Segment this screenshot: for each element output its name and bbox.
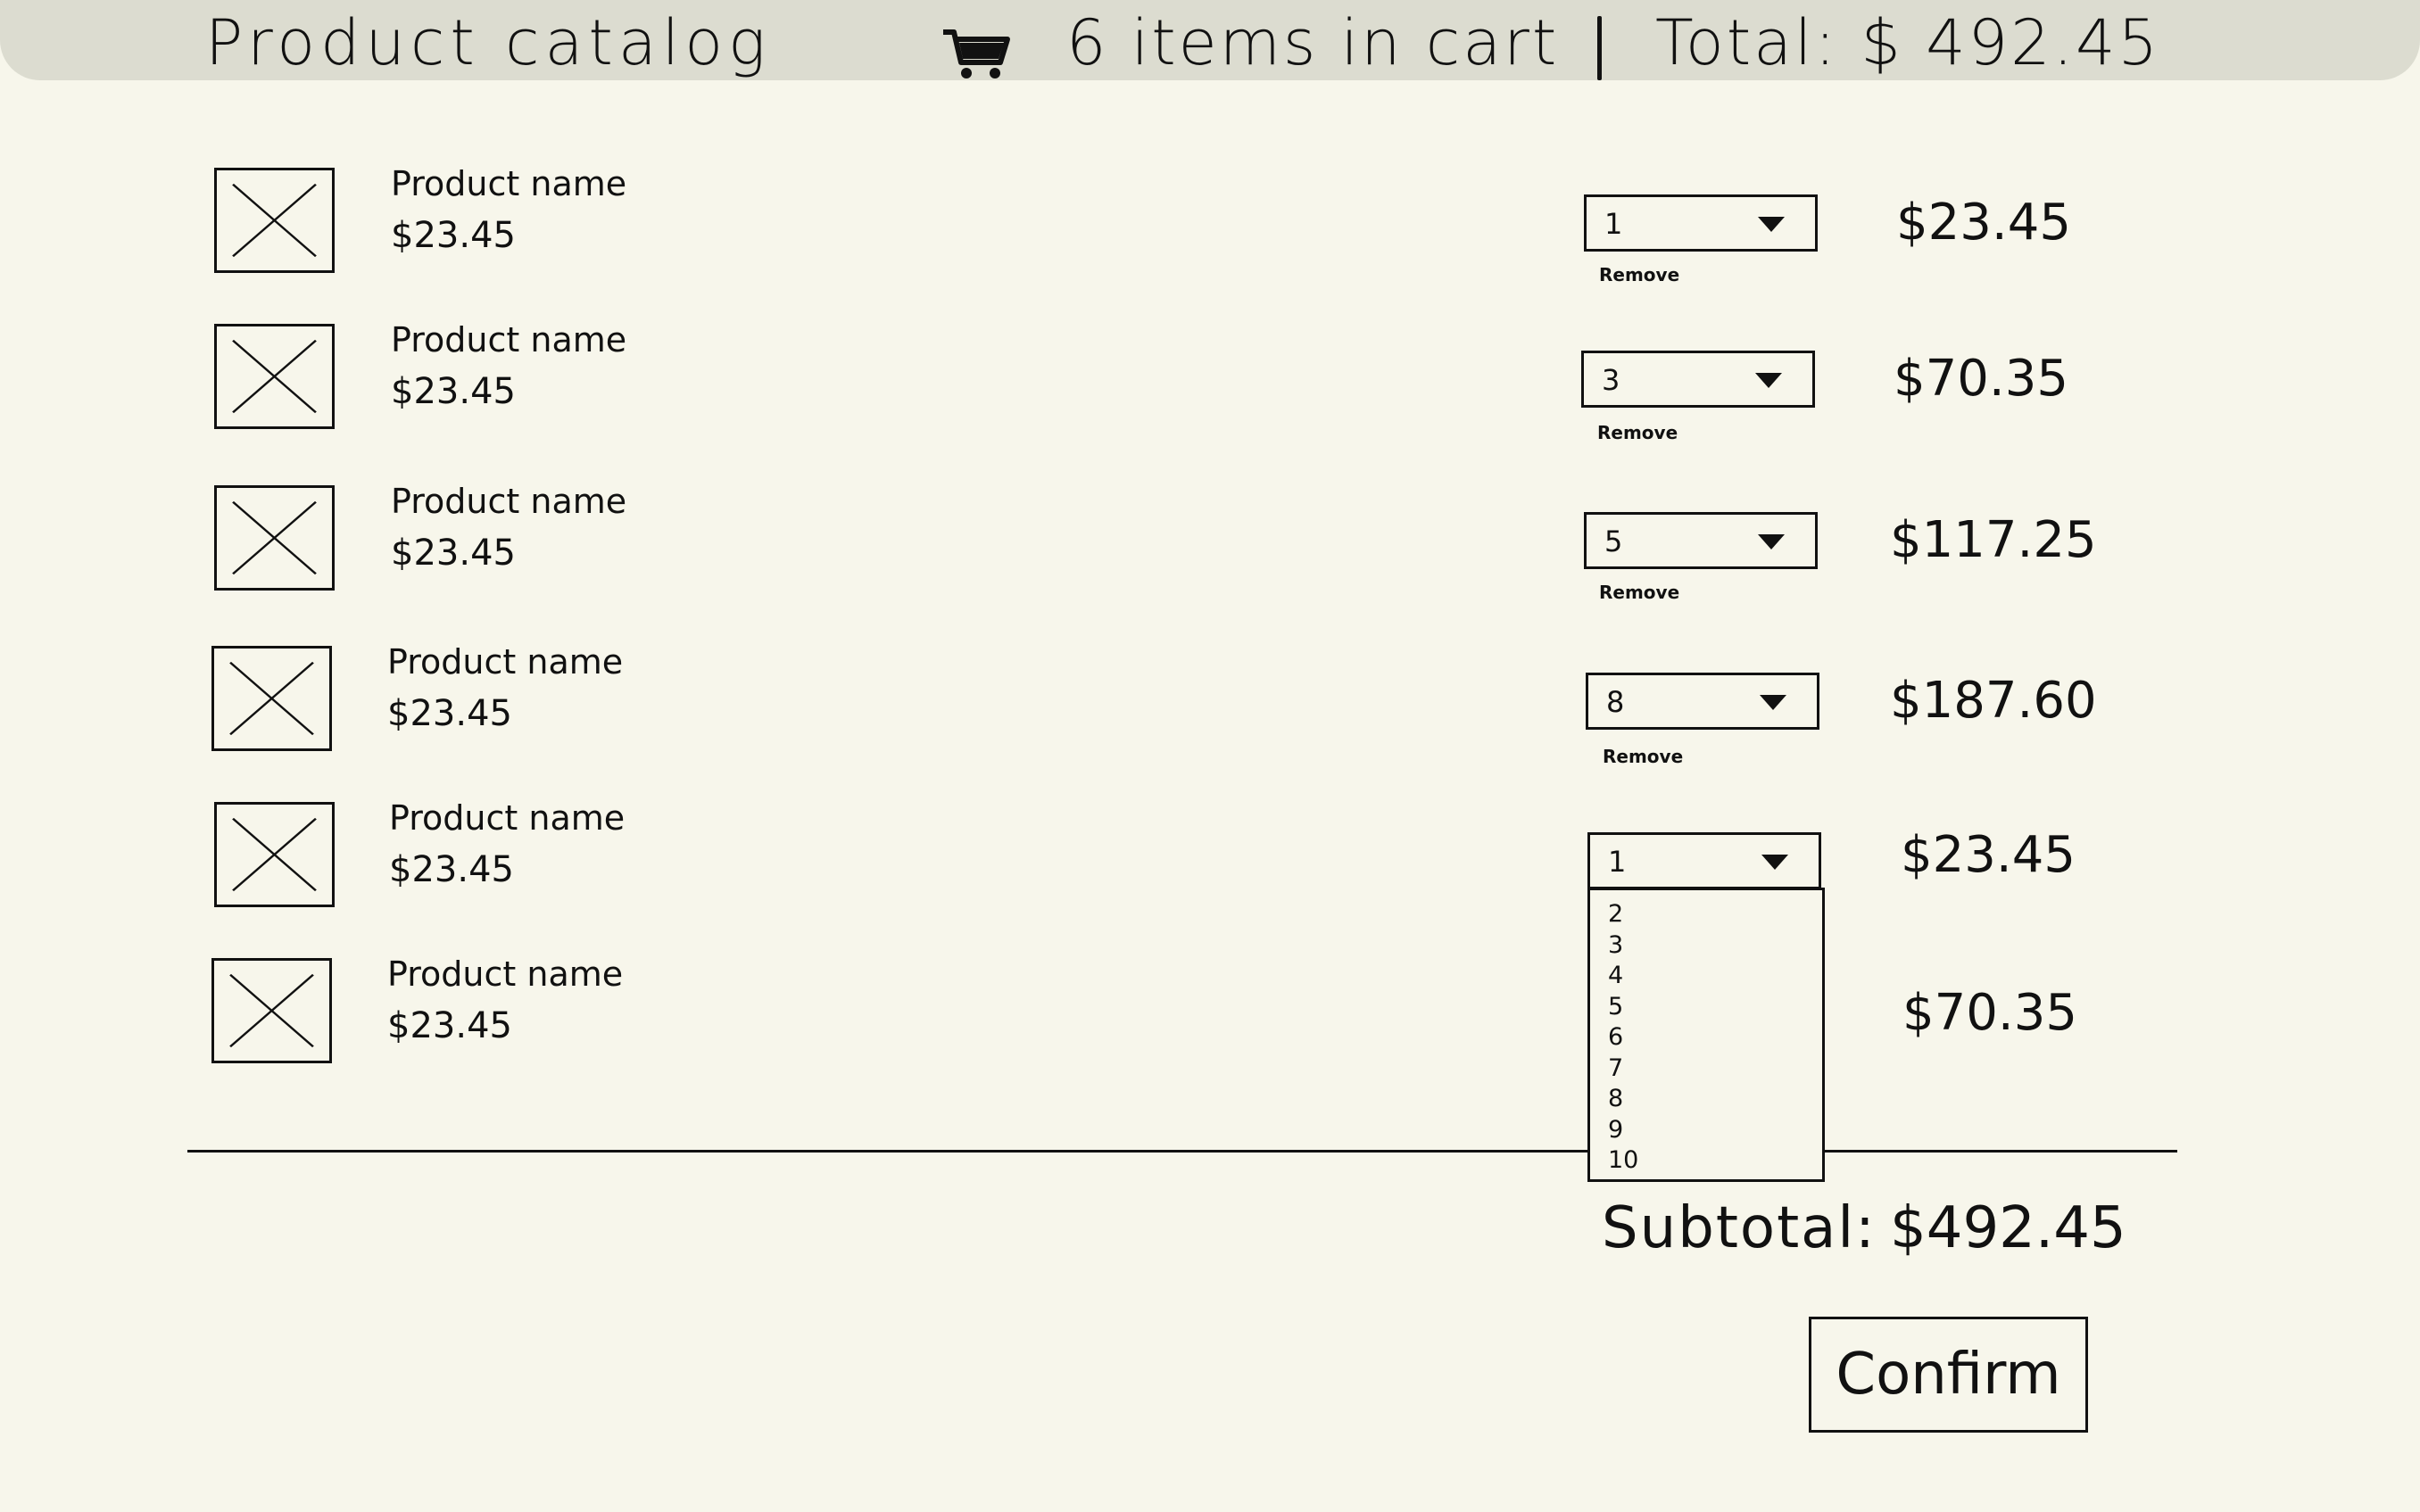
dropdown-option[interactable]: 8 bbox=[1608, 1085, 1624, 1112]
product-name[interactable]: Product name bbox=[391, 164, 627, 203]
line-total: $117.25 bbox=[1890, 511, 2097, 569]
quantity-value: 5 bbox=[1604, 525, 1623, 558]
cart-item-row: Product name $23.45 3 Remove $70.35 bbox=[0, 320, 2420, 467]
product-unit-price: $23.45 bbox=[391, 215, 516, 256]
dropdown-option[interactable]: 2 bbox=[1608, 900, 1624, 928]
product-name[interactable]: Product name bbox=[391, 320, 627, 359]
remove-item-link[interactable]: Remove bbox=[1603, 746, 1684, 767]
dropdown-option[interactable]: 10 bbox=[1608, 1146, 1639, 1174]
dropdown-option[interactable]: 5 bbox=[1608, 992, 1624, 1020]
quantity-select[interactable]: 5 bbox=[1584, 512, 1818, 569]
line-total: $23.45 bbox=[1896, 194, 2071, 252]
chevron-down-icon[interactable] bbox=[1760, 695, 1786, 710]
subtotal-label: Subtotal: bbox=[1602, 1195, 1877, 1261]
confirm-button[interactable]: Confirm bbox=[1809, 1317, 2088, 1433]
dropdown-option[interactable]: 6 bbox=[1608, 1023, 1624, 1051]
subtotal-value: $492.45 bbox=[1890, 1195, 2126, 1261]
product-unit-price: $23.45 bbox=[387, 1005, 512, 1046]
quantity-value: 3 bbox=[1602, 363, 1620, 397]
quantity-value: 1 bbox=[1604, 207, 1623, 241]
summary-divider bbox=[187, 1150, 2177, 1153]
cart-item-row: Product name $23.45 $70.35 bbox=[0, 954, 2420, 1101]
line-total: $23.45 bbox=[1901, 826, 2076, 884]
product-unit-price: $23.45 bbox=[389, 849, 514, 890]
image-placeholder-icon bbox=[214, 324, 335, 429]
cart-item-row: Product name $23.45 5 Remove $117.25 bbox=[0, 482, 2420, 628]
product-unit-price: $23.45 bbox=[391, 533, 516, 574]
remove-item-link[interactable]: Remove bbox=[1599, 264, 1680, 285]
dropdown-option[interactable]: 4 bbox=[1608, 962, 1624, 989]
image-placeholder-icon bbox=[214, 168, 335, 273]
cart-item-row: Product name $23.45 8 Remove $187.60 bbox=[0, 642, 2420, 789]
remove-item-link[interactable]: Remove bbox=[1597, 422, 1678, 443]
product-name[interactable]: Product name bbox=[387, 954, 624, 994]
header-bar: Product catalog 6 items in cart Total: $… bbox=[0, 0, 2420, 80]
line-total: $70.35 bbox=[1902, 984, 2077, 1042]
chevron-down-icon[interactable] bbox=[1761, 855, 1788, 870]
dropdown-option[interactable]: 3 bbox=[1608, 930, 1624, 959]
line-total: $70.35 bbox=[1894, 350, 2068, 408]
quantity-value: 8 bbox=[1606, 685, 1625, 719]
image-placeholder-icon bbox=[214, 802, 335, 907]
cart-item-count: 6 items in cart bbox=[1066, 6, 1560, 79]
shopping-cart-icon[interactable] bbox=[941, 27, 1013, 80]
chevron-down-icon[interactable] bbox=[1758, 217, 1785, 232]
quantity-dropdown-list: 2 3 4 5 6 7 8 9 10 bbox=[1587, 888, 1825, 1182]
product-unit-price: $23.45 bbox=[391, 371, 516, 412]
chevron-down-icon[interactable] bbox=[1755, 373, 1782, 388]
quantity-select[interactable]: 3 bbox=[1581, 351, 1815, 408]
product-name[interactable]: Product name bbox=[387, 642, 624, 682]
image-placeholder-icon bbox=[214, 485, 335, 591]
quantity-select[interactable]: 1 bbox=[1587, 832, 1821, 889]
page-title: Product catalog bbox=[205, 6, 772, 79]
dropdown-option[interactable]: 9 bbox=[1608, 1115, 1624, 1144]
product-name[interactable]: Product name bbox=[391, 482, 627, 521]
chevron-down-icon[interactable] bbox=[1758, 534, 1785, 549]
header-divider bbox=[1597, 16, 1602, 80]
product-unit-price: $23.45 bbox=[387, 693, 512, 734]
cart-item-row: Product name $23.45 1 $23.45 bbox=[0, 798, 2420, 945]
quantity-select[interactable]: 8 bbox=[1586, 673, 1819, 730]
dropdown-option[interactable]: 7 bbox=[1608, 1053, 1624, 1082]
quantity-value: 1 bbox=[1608, 845, 1627, 879]
image-placeholder-icon bbox=[211, 958, 332, 1063]
quantity-select[interactable]: 1 bbox=[1584, 194, 1818, 252]
image-placeholder-icon bbox=[211, 646, 332, 751]
product-name[interactable]: Product name bbox=[389, 798, 626, 838]
remove-item-link[interactable]: Remove bbox=[1599, 582, 1680, 603]
cart-total: Total: $ 492.45 bbox=[1655, 6, 2161, 79]
cart-item-row: Product name $23.45 1 Remove $23.45 bbox=[0, 164, 2420, 310]
line-total: $187.60 bbox=[1890, 672, 2097, 730]
